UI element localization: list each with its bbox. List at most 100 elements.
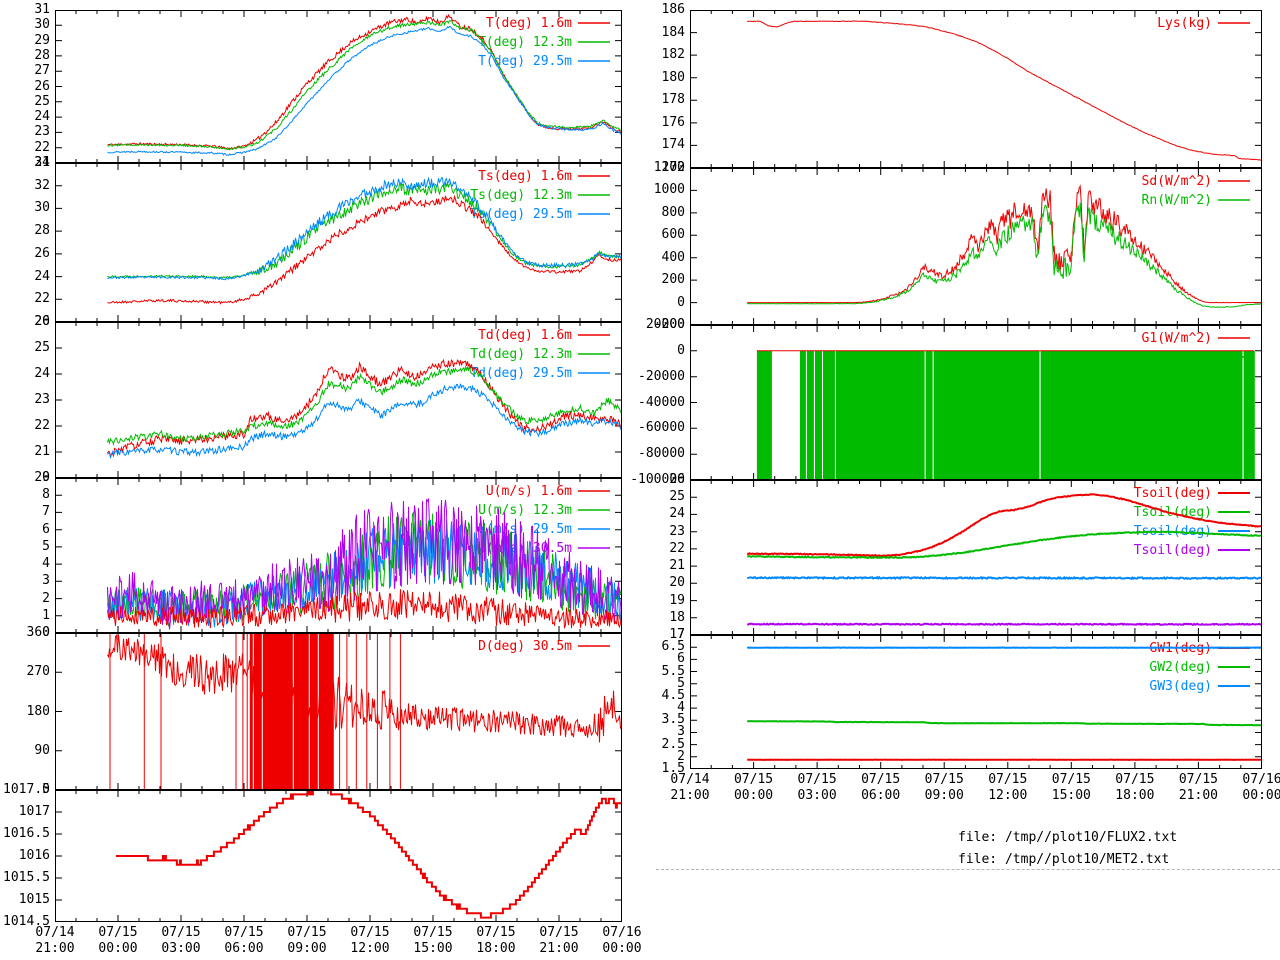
y-tick-label: 21 [34,444,50,459]
series-G2 [756,350,772,480]
y-tick-label: 1014.5 [3,914,50,929]
y-tick-label: 600 [661,227,685,243]
series-G2 [925,350,933,480]
y-tick-label: 2 [677,748,685,764]
y-tick-label: 7 [42,504,50,520]
y-tick-label: 20 [34,470,50,485]
legend-label: Td(deg) 12.3m [470,347,572,362]
y-tick-label: 30 [34,200,50,216]
y-tick-label: 18 [669,609,685,625]
y-tick-label: 172 [661,160,685,175]
y-tick-label: -60000 [638,420,685,436]
chart-canvas-ts: Ts(deg) 1.6m Ts(deg) 12.3m Ts(deg) 29.5m [55,163,622,322]
x-tick-label: 07/15 09:00 [924,772,964,803]
chart-canvas-t: T(deg) 1.6m T(deg) 12.3m T(deg) 29.5m [55,10,622,163]
series-Tsoil-2 [747,530,1262,560]
y-tick-label: 20 [34,314,50,329]
series-T 29.5m [107,25,622,156]
y-tick-label: 186 [661,2,685,17]
series-G2 [806,350,814,480]
x-tick-label: 07/15 15:00 [1051,772,1091,803]
legend-label: U(m/s) 12.3m [478,503,572,518]
y-tick-label: 22 [34,418,50,433]
y-tick-label: 360 [26,625,50,640]
y-tick-label: 24 [34,109,50,125]
y-tick-label: 20000 [645,317,685,332]
x-tick-label: 07/14 21:00 [35,925,75,956]
legend-label: GW3(deg) [1149,679,1212,694]
x-tick-label: 07/15 00:00 [98,925,138,956]
y-tick-label: 26 [34,245,50,261]
y-tick-label: 1000 [653,182,685,198]
y-tick-label: 6 [42,521,50,537]
chart-lysimeter: Lys(kg) [690,10,1262,168]
y-tick-label: 1016.5 [3,826,50,841]
series-Tsoil-4 [747,622,1262,627]
chart-soil-heat-flux: G1(W/m^2)G2(W/m^2) [690,325,1262,480]
y-tick-label: 5 [677,675,685,691]
y-tick-label: 22 [34,291,50,307]
y-tick-label: 23 [34,392,50,407]
y-tick-label: 0 [677,342,685,358]
series-P [115,790,622,919]
series-G2 [823,350,835,480]
y-tick-label: -40000 [638,394,685,410]
y-tick-label: 24 [669,506,685,522]
legend-label: Ts(deg) 12.3m [470,188,572,203]
y-tick-label: 0 [42,625,50,640]
chart-soil-temperature: Tsoil(deg) Tsoil(deg) Tsoil(deg) Tsoil(deg) [690,480,1262,635]
y-tick-label: 180 [661,69,685,85]
y-tick-label: 25 [34,93,50,109]
y-tick-label: 23 [669,523,685,539]
chart-canvas-p [55,790,622,922]
series-U 30.5m [107,498,622,630]
chart-wind-speed: U(m/s) 1.6m U(m/s) 12.3m U(m/s) 29.5m U(m/s… [55,478,622,633]
y-tick-label: 20 [669,575,685,591]
series-Lys [747,20,1262,161]
legend-label: Td(deg) 1.6m [478,328,572,343]
x-tick-label: 07/15 12:00 [988,772,1028,803]
chart-canvas-d: D(deg) 30.5m [55,633,622,790]
source-file-note-met: file: /tmp//plot10/MET2.txt [958,852,1170,867]
y-tick-label: 176 [661,114,685,130]
x-tick-label: 07/15 12:00 [350,925,390,956]
y-tick-label: 0 [677,294,685,310]
y-tick-label: 22 [34,139,50,155]
chart-canvas-gw: GW1(deg)GW2(deg)GW3(deg) [690,635,1262,769]
y-tick-label: 1 [42,607,50,623]
dashed-separator [656,869,1280,870]
chart-groundwater: GW1(deg) GW2(deg) GW3(deg) [690,635,1262,769]
y-tick-label: 1016 [18,848,50,863]
series-D 30.5m [107,634,622,743]
y-tick-label: 174 [661,137,685,153]
y-tick-label: 178 [661,92,685,108]
legend-label: U(m/s) 1.6m [486,484,572,499]
y-tick-label: 24 [34,268,50,284]
y-tick-label: 25 [34,340,50,355]
y-tick-label: 1.5 [661,761,685,776]
y-tick-label: 30 [34,17,50,33]
legend-label: U(m/s) 29.5m [478,522,572,537]
chart-wind-direction: D(deg) 30.5m [55,633,622,790]
y-tick-label: 90 [34,742,50,758]
y-tick-label: 27 [34,63,50,79]
chart-canvas-td: Td(deg) 1.6m Td(deg) 12.3m Td(deg) 29.5m [55,322,622,478]
y-tick-label: 1017 [18,804,50,819]
y-tick-label: 4 [677,700,685,716]
series-G2 [933,350,1040,480]
x-tick-label: 07/15 18:00 [1115,772,1155,803]
series-U 1.6m [107,589,622,630]
y-tick-label: 2.5 [661,736,685,752]
chart-canvas-tsoil: Tsoil(deg)Tsoil(deg)Tsoil(deg)Tsoil(deg) [690,480,1262,635]
y-tick-label: 28 [34,47,50,63]
x-tick-label: 07/14 21:00 [670,772,710,803]
x-tick-label: 07/15 21:00 [1178,772,1218,803]
x-tick-label: 07/15 03:00 [797,772,837,803]
x-tick-label: 07/15 03:00 [161,925,201,956]
y-tick-label: 26 [669,472,685,487]
y-tick-label: 24 [34,366,50,381]
x-tick-label: 07/15 18:00 [476,925,516,956]
legend-label: GW2(deg) [1149,660,1212,675]
chart-dewpoint: Td(deg) 1.6m Td(deg) 12.3m Td(deg) 29.5m [55,322,622,478]
